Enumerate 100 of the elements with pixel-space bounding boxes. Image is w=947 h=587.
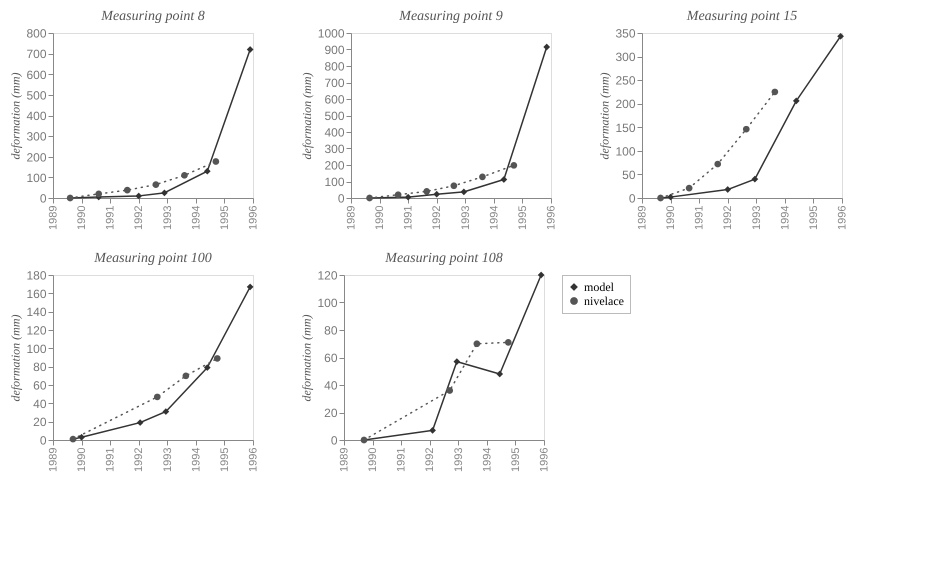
point xyxy=(538,272,544,278)
y-tick-label: 700 xyxy=(324,76,345,90)
point xyxy=(433,190,440,198)
point xyxy=(152,181,160,188)
point xyxy=(446,387,454,394)
y-tick-label: 200 xyxy=(615,97,636,112)
x-tick-label: 1994 xyxy=(190,448,202,472)
point xyxy=(837,32,844,40)
point xyxy=(182,372,190,380)
x-tick-label: 1990 xyxy=(367,448,380,472)
y-tick-label: 200 xyxy=(26,150,47,164)
point xyxy=(686,184,692,192)
x-tick-label: 1990 xyxy=(76,448,88,472)
y-tick-label: 300 xyxy=(324,142,345,156)
x-tick-label: 1989 xyxy=(346,206,358,230)
x-tick-label: 1992 xyxy=(722,206,734,230)
x-tick-label: 1995 xyxy=(218,206,231,230)
legend-label: nivelace xyxy=(584,294,624,308)
point xyxy=(496,370,504,378)
point xyxy=(394,191,402,198)
point xyxy=(404,194,412,201)
x-tick-label: 1991 xyxy=(402,206,415,230)
chart-title: Measuring point 108 xyxy=(384,251,503,266)
x-tick-label: 1992 xyxy=(431,206,444,230)
y-tick-label: 500 xyxy=(324,109,345,123)
y-tick-label: 600 xyxy=(26,68,47,82)
point xyxy=(154,394,161,400)
x-tick-label: 1993 xyxy=(162,448,174,472)
y-tick-label: 100 xyxy=(26,342,47,356)
point xyxy=(504,339,512,346)
y-tick-label: 100 xyxy=(615,144,636,158)
point xyxy=(543,44,550,50)
y-tick-label: 100 xyxy=(324,175,345,189)
y-tick-label: 0 xyxy=(628,192,636,206)
point xyxy=(450,182,458,190)
y-tick-label: 40 xyxy=(324,378,338,392)
point xyxy=(212,158,220,165)
y-axis-title: deformation (mm) xyxy=(597,72,612,160)
x-tick-label: 1996 xyxy=(248,448,260,472)
legend-label: model xyxy=(584,280,615,294)
point xyxy=(454,358,460,365)
point xyxy=(772,88,778,96)
x-tick-label: 1996 xyxy=(248,206,260,230)
chart-title: Measuring point 8 xyxy=(100,9,205,24)
x-tick-label: 1994 xyxy=(190,206,202,230)
y-tick-label: 140 xyxy=(26,305,47,320)
x-tick-label: 1995 xyxy=(218,448,231,472)
point xyxy=(714,160,722,168)
point xyxy=(136,419,144,426)
point xyxy=(162,408,170,415)
x-tick-label: 1991 xyxy=(694,206,706,230)
point xyxy=(792,98,800,104)
y-axis-title: deformation (mm) xyxy=(299,314,314,402)
y-axis-title: deformation (mm) xyxy=(8,314,22,402)
y-tick-label: 0 xyxy=(338,192,345,206)
point xyxy=(204,364,211,371)
y-tick-label: 1000 xyxy=(318,26,345,40)
point xyxy=(479,174,486,180)
y-tick-label: 100 xyxy=(26,170,47,185)
y-tick-label: 700 xyxy=(26,47,47,62)
y-tick-label: 20 xyxy=(33,415,47,430)
point xyxy=(161,189,168,196)
x-tick-label: 1994 xyxy=(481,448,494,472)
x-tick-label: 1989 xyxy=(338,448,350,472)
y-tick-label: 300 xyxy=(615,50,636,64)
point xyxy=(181,172,188,179)
y-tick-label: 900 xyxy=(324,43,345,57)
y-tick-label: 800 xyxy=(26,26,47,40)
x-tick-label: 1994 xyxy=(488,206,500,230)
point xyxy=(460,188,468,196)
y-tick-label: 600 xyxy=(324,92,345,106)
point xyxy=(429,427,436,434)
x-tick-label: 1992 xyxy=(133,448,146,472)
point xyxy=(246,284,254,290)
x-tick-label: 1994 xyxy=(779,206,792,230)
chart-title: Measuring point 100 xyxy=(93,251,212,266)
x-tick-label: 1992 xyxy=(133,206,146,230)
y-tick-label: 80 xyxy=(324,324,338,338)
point xyxy=(423,188,430,195)
y-tick-label: 300 xyxy=(26,130,47,144)
x-tick-label: 1992 xyxy=(424,448,436,472)
y-tick-label: 200 xyxy=(324,158,345,172)
x-tick-label: 1989 xyxy=(636,206,648,230)
y-tick-label: 100 xyxy=(317,296,338,310)
y-tick-label: 0 xyxy=(330,434,338,448)
point xyxy=(124,186,131,194)
y-tick-label: 180 xyxy=(26,268,47,282)
x-tick-label: 1995 xyxy=(808,206,820,230)
y-tick-label: 80 xyxy=(33,360,47,374)
y-tick-label: 160 xyxy=(26,286,47,301)
point xyxy=(78,434,85,441)
x-tick-label: 1995 xyxy=(516,206,529,230)
x-tick-label: 1990 xyxy=(665,206,678,230)
y-tick-label: 0 xyxy=(40,434,47,448)
y-tick-label: 800 xyxy=(324,60,345,74)
point xyxy=(474,340,480,348)
y-tick-label: 350 xyxy=(615,26,636,40)
point xyxy=(752,176,758,182)
x-tick-label: 1991 xyxy=(104,206,117,230)
y-tick-label: 120 xyxy=(26,324,47,338)
